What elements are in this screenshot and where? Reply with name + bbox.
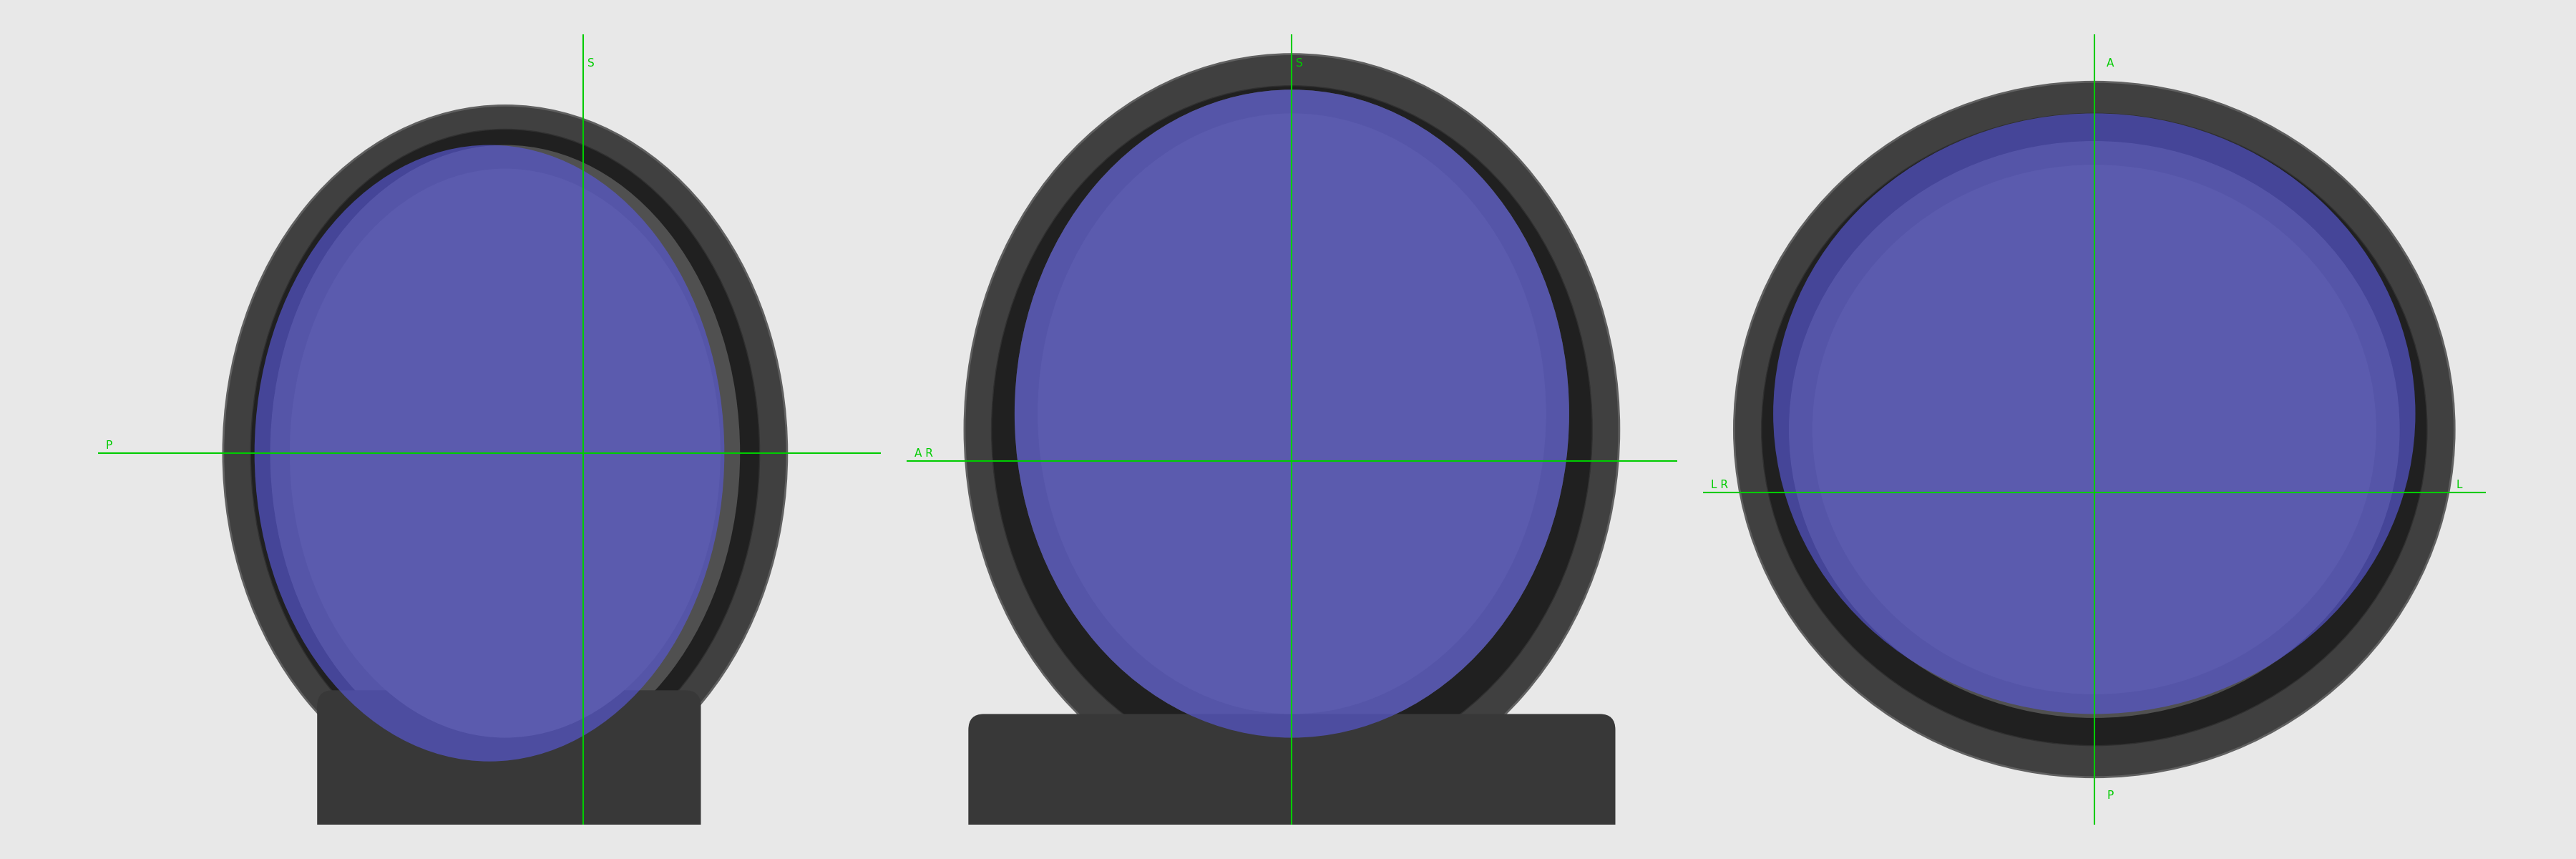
Ellipse shape <box>992 86 1592 773</box>
Ellipse shape <box>224 106 788 801</box>
Ellipse shape <box>963 54 1620 805</box>
Ellipse shape <box>1814 165 2375 694</box>
Text: A R: A R <box>914 448 933 459</box>
Text: A: A <box>2107 58 2115 69</box>
Ellipse shape <box>270 145 739 761</box>
Text: P: P <box>106 440 113 451</box>
Ellipse shape <box>1015 89 1569 738</box>
Ellipse shape <box>255 145 724 761</box>
Ellipse shape <box>289 168 721 738</box>
Text: S: S <box>1296 58 1303 69</box>
Text: L R: L R <box>1710 479 1728 490</box>
Ellipse shape <box>1038 113 1546 714</box>
Ellipse shape <box>250 129 760 777</box>
FancyBboxPatch shape <box>317 691 701 840</box>
Text: P: P <box>2107 790 2112 801</box>
Text: L: L <box>2458 479 2463 490</box>
Ellipse shape <box>1772 113 2416 714</box>
FancyBboxPatch shape <box>969 714 1615 840</box>
Text: S: S <box>587 58 595 69</box>
Ellipse shape <box>1762 113 2427 746</box>
Ellipse shape <box>1734 82 2455 777</box>
Ellipse shape <box>1015 89 1569 738</box>
Ellipse shape <box>1788 141 2401 718</box>
